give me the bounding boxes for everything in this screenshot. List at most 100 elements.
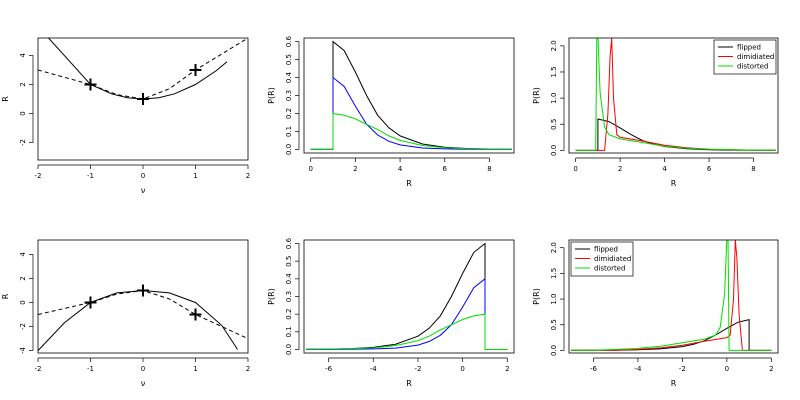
plot-frame <box>37 37 249 161</box>
x-tick-label: -2 <box>414 365 421 373</box>
data-point-marker <box>84 78 97 91</box>
x-axis-title: R <box>406 179 412 188</box>
x-axis: -6 -4 -2 0 2 R <box>325 357 510 388</box>
x-tick-label: -6 <box>590 365 598 373</box>
series-group <box>575 38 776 151</box>
series-line-solid <box>38 289 238 351</box>
y-tick-label: 1.5 <box>550 66 558 77</box>
series-line-s0 <box>306 242 508 350</box>
plot-frame <box>37 239 249 354</box>
legend-label: distorted <box>737 63 768 71</box>
y-tick-label: 0.6 <box>285 237 293 249</box>
x-tick-label: 0 <box>725 365 729 373</box>
y-tick-label: 4 <box>19 53 27 58</box>
x-tick-label: 8 <box>487 165 491 173</box>
plot-frame <box>303 37 515 154</box>
series-line-dimidiated <box>571 240 772 351</box>
y-tick-label: 0.5 <box>285 256 293 267</box>
legend-label: flipped <box>737 44 761 52</box>
y-tick-label: 4 <box>19 252 27 257</box>
x-tick-label: 6 <box>443 165 448 173</box>
panel-2: 0 2 4 6 8 R 0.0 0.1 0.2 0.3 0.4 0.5 0.6 P(R) <box>267 35 515 188</box>
y-axis-title: P(R) <box>267 288 276 305</box>
y-axis: 0.0 0.1 0.2 0.3 0.4 0.5 0.6 P(R) <box>267 35 300 155</box>
y-tick-label: 0.3 <box>285 291 293 302</box>
y-axis-title: R <box>1 293 10 299</box>
x-tick-label: -2 <box>35 172 42 180</box>
x-axis-title: R <box>406 379 412 388</box>
y-tick-label: 2 <box>19 276 27 280</box>
series-line-solid <box>48 38 228 100</box>
y-tick-label: 0.2 <box>285 309 293 320</box>
x-tick-label: 2 <box>246 172 250 180</box>
panel-6: -6 -4 -2 0 2 R 0.0 0.5 1.0 1.5 2.0 P(R) flippeddimid… <box>532 239 779 388</box>
y-tick-label: -4 <box>19 347 27 355</box>
y-tick-label: 0.3 <box>285 90 293 101</box>
y-tick-label: 1.5 <box>550 268 558 279</box>
x-axis: 0 2 4 6 8 R <box>573 157 756 188</box>
x-axis-title: R <box>671 179 677 188</box>
y-tick-label: 0.5 <box>550 319 558 330</box>
y-tick-label: 0.0 <box>285 344 293 355</box>
x-tick-label: 1 <box>193 172 197 180</box>
series-line-dashed <box>38 38 248 100</box>
x-tick-label: 6 <box>707 165 712 173</box>
x-tick-label: 0 <box>573 165 577 173</box>
plot-frame <box>568 239 779 354</box>
data-point-marker <box>84 296 97 309</box>
x-tick-label: -4 <box>370 365 378 373</box>
y-axis-title: P(R) <box>267 87 276 104</box>
x-tick-label: 2 <box>618 165 622 173</box>
x-tick-label: 0 <box>308 165 312 173</box>
legend-label: distorted <box>594 265 625 273</box>
x-tick-label: 1 <box>193 365 197 373</box>
x-tick-label: -6 <box>325 365 333 373</box>
x-tick-label: -4 <box>634 365 642 373</box>
x-tick-label: 4 <box>398 165 403 173</box>
series-line-distorted <box>575 38 776 151</box>
x-tick-label: 2 <box>246 365 250 373</box>
panel-3: 0 2 4 6 8 R 0.0 0.5 1.0 1.5 2.0 P(R) flippeddimidiat… <box>532 37 779 188</box>
y-tick-label: -2 <box>19 139 27 146</box>
y-tick-label: 0 <box>19 111 27 115</box>
series-line-s0 <box>310 40 512 150</box>
y-tick-label: 0.5 <box>285 54 293 65</box>
x-tick-label: 2 <box>505 365 509 373</box>
y-tick-label: 0.4 <box>285 273 293 285</box>
x-axis-title: ν <box>141 379 146 388</box>
series-group <box>38 38 248 100</box>
y-tick-label: 0.0 <box>285 144 293 155</box>
y-tick-label: 2.0 <box>550 242 558 253</box>
x-tick-label: 4 <box>662 165 667 173</box>
y-tick-label: 2 <box>19 82 27 86</box>
data-point-marker <box>137 93 149 105</box>
legend-label: dimidiated <box>594 255 631 263</box>
x-axis: -6 -4 -2 0 2 R <box>590 357 774 388</box>
y-tick-label: -2 <box>19 323 27 330</box>
y-axis: 0.0 0.5 1.0 1.5 2.0 P(R) <box>532 40 565 156</box>
x-tick-label: 0 <box>460 365 464 373</box>
y-tick-label: 0.5 <box>550 119 558 130</box>
y-tick-label: 0.6 <box>285 35 293 47</box>
y-axis: -4 -2 0 2 4 R <box>1 252 34 355</box>
panel-1: -2 -1 0 1 2 ν -2 0 2 4 R <box>1 37 250 195</box>
x-axis: -2 -1 0 1 2 ν <box>35 164 250 195</box>
x-tick-label: -2 <box>35 365 42 373</box>
y-axis: -2 0 2 4 R <box>1 53 34 146</box>
legend-label: dimidiated <box>737 53 774 61</box>
series-line-s2 <box>310 112 512 150</box>
x-tick-label: 8 <box>751 165 755 173</box>
series-group <box>306 242 508 350</box>
panel-5: -6 -4 -2 0 2 R 0.0 0.1 0.2 0.3 0.4 0.5 0.6 P(R) <box>267 237 515 388</box>
x-tick-label: 2 <box>769 365 773 373</box>
data-point-marker <box>189 63 202 76</box>
y-axis-title: P(R) <box>532 87 541 104</box>
series-group <box>38 289 248 351</box>
series-group <box>571 240 772 351</box>
y-tick-label: 0.0 <box>550 345 558 356</box>
x-tick-label: -2 <box>679 365 686 373</box>
x-axis-title: R <box>671 379 677 388</box>
y-tick-label: 0 <box>19 300 27 304</box>
